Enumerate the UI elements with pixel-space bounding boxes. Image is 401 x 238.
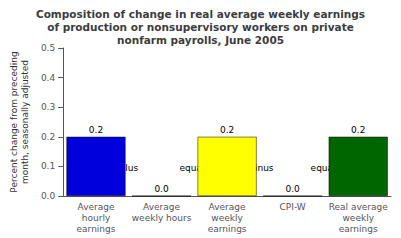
svg-text:earnings: earnings [339, 224, 378, 234]
svg-text:0.2: 0.2 [220, 125, 234, 135]
svg-text:weekly: weekly [211, 213, 243, 223]
svg-text:earnings: earnings [208, 224, 247, 234]
svg-text:0.0: 0.0 [154, 184, 169, 194]
svg-text:of production or nonsupervisor: of production or nonsupervisory workers … [47, 21, 354, 33]
svg-text:Real average: Real average [329, 202, 389, 212]
svg-text:0.0: 0.0 [41, 191, 56, 201]
svg-text:0.4: 0.4 [41, 73, 56, 83]
svg-text:equals: equals [179, 162, 210, 173]
svg-text:weekly: weekly [342, 213, 374, 223]
svg-text:plus: plus [119, 162, 139, 173]
svg-text:minus: minus [246, 162, 274, 173]
svg-text:Composition of change in real: Composition of change in real average we… [36, 8, 365, 20]
svg-text:weekly hours: weekly hours [132, 213, 192, 223]
svg-text:0.0: 0.0 [285, 184, 300, 194]
svg-text:Average: Average [143, 202, 180, 212]
svg-text:0.2: 0.2 [351, 125, 365, 135]
svg-text:0.1: 0.1 [41, 161, 55, 171]
svg-text:earnings: earnings [77, 224, 116, 234]
svg-text:Percent change from preceding: Percent change from preceding [9, 51, 19, 192]
svg-text:equals: equals [310, 162, 341, 173]
svg-text:Average: Average [78, 202, 115, 212]
svg-text:0.3: 0.3 [41, 102, 55, 112]
svg-text:CPI-W: CPI-W [280, 202, 306, 212]
svg-text:month, seasonally adjusted: month, seasonally adjusted [20, 60, 30, 184]
svg-text:Average: Average [209, 202, 246, 212]
svg-text:0.5: 0.5 [41, 43, 55, 53]
svg-text:nonfarm payrolls, June 2005: nonfarm payrolls, June 2005 [117, 34, 284, 46]
svg-text:hourly: hourly [82, 213, 111, 223]
svg-text:0.2: 0.2 [89, 125, 103, 135]
svg-text:0.2: 0.2 [41, 132, 55, 142]
